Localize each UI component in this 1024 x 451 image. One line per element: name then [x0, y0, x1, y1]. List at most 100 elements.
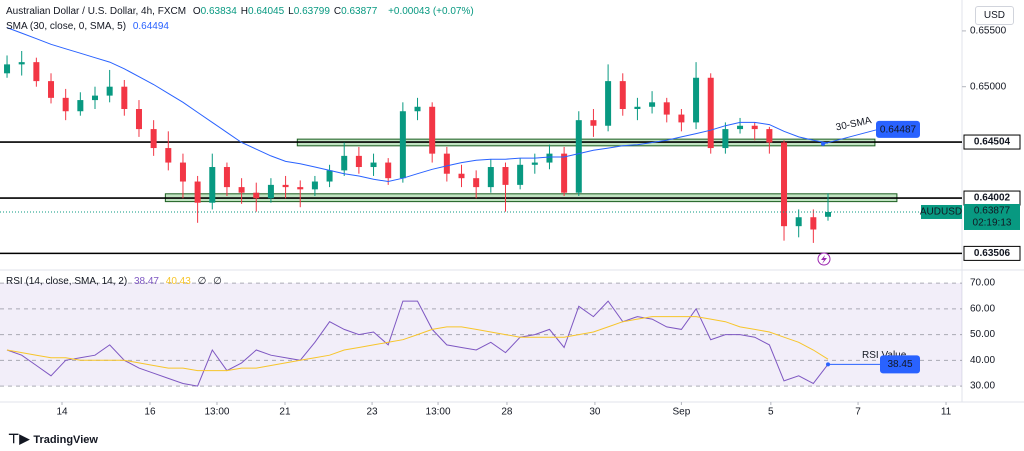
candle-body	[62, 97, 69, 112]
symbol-label-box	[921, 204, 962, 219]
candle-body	[693, 77, 700, 123]
ohlc-values: O0.63834 H0.64045 L0.63799 C0.63877	[193, 6, 381, 17]
price-label: 0.63877	[974, 206, 1011, 217]
y-tick-label: 0.65000	[970, 81, 1007, 92]
annotation-value: 38.45	[887, 359, 912, 370]
candle-body	[517, 164, 524, 185]
x-tick-label: 16	[144, 407, 156, 418]
candle-body	[399, 111, 406, 179]
sma-line	[6, 27, 829, 183]
ohlc-value: 0.63834	[200, 6, 237, 17]
symbol-title: Australian Dollar / U.S. Dollar, 4h, FXC…	[6, 6, 187, 17]
candle-body	[795, 217, 802, 227]
candle-body	[663, 102, 670, 115]
ohlc-value: 0.64045	[248, 6, 285, 17]
y-tick-label: 40.00	[970, 355, 995, 366]
candle-body	[605, 81, 612, 126]
x-tick-label: 23	[367, 407, 379, 418]
candle-body	[414, 106, 421, 112]
candle-body	[722, 129, 729, 149]
price-label-box	[964, 203, 1020, 230]
candle-body	[238, 187, 245, 193]
ohlc-value: 0.63877	[341, 6, 378, 17]
candle-body	[341, 155, 348, 171]
y-tick-label: 50.00	[970, 329, 995, 340]
candle-body	[531, 162, 538, 165]
currency-button[interactable]: USD	[974, 6, 1014, 25]
sma-legend: SMA (30, close, 0, SMA, 5) 0.64494	[6, 21, 173, 32]
candle-body	[385, 162, 392, 179]
ohlc-key: O	[192, 6, 201, 17]
candle-body	[150, 129, 157, 149]
candle-body	[707, 77, 714, 149]
candle-body	[4, 64, 11, 74]
x-tick-label: 14	[56, 407, 68, 418]
candle-body	[458, 173, 465, 179]
rsi-title: RSI (14, close, SMA, 14, 2)	[6, 276, 128, 287]
ohlc-key: H	[240, 6, 249, 17]
candle-body	[194, 181, 201, 203]
candle-body	[267, 184, 274, 199]
candle-body	[77, 100, 84, 112]
x-tick-label: 7	[855, 407, 861, 418]
candle-body	[33, 62, 40, 82]
level-label: 0.64504	[974, 137, 1011, 148]
annotation-box	[876, 120, 920, 138]
annotation-arrow	[822, 129, 877, 145]
candle-body	[443, 153, 450, 174]
y-tick-label: 60.00	[970, 303, 995, 314]
price-change: +0.00043 (+0.07%)	[388, 6, 474, 17]
candle-body	[575, 120, 582, 193]
candle-body	[429, 106, 436, 154]
x-tick-label: 30	[589, 407, 601, 418]
candle-body	[781, 142, 788, 227]
candle-body	[209, 167, 216, 203]
candle-body	[810, 217, 817, 230]
annotation-text: 30-SMA	[835, 115, 873, 133]
candle-body	[106, 86, 113, 96]
x-tick-label: 13:00	[426, 407, 451, 418]
brand-logo: ⊤▶ TradingView	[8, 431, 98, 446]
candle-body	[223, 167, 230, 188]
candle-body	[326, 170, 333, 182]
candle-body	[634, 106, 641, 110]
candle-body	[297, 187, 304, 190]
candle-body	[282, 184, 289, 188]
x-tick-label: Sep	[673, 407, 691, 418]
ohlc-key: L	[288, 6, 294, 17]
candle-body	[165, 148, 172, 163]
event-icon-bolt	[821, 255, 827, 264]
candle-body	[253, 192, 260, 199]
candle-body	[311, 181, 318, 190]
candle-body	[91, 95, 98, 101]
candle-body	[737, 125, 744, 130]
x-tick-label: 21	[279, 407, 291, 418]
candle-body	[649, 102, 656, 107]
level-label: 0.64002	[974, 193, 1011, 204]
annotation-value: 0.64487	[880, 125, 917, 136]
rsi-line	[6, 316, 829, 372]
rsi-ma-value: 40.43	[165, 276, 191, 287]
sma-title: SMA (30, close, 0, SMA, 5)	[6, 21, 127, 32]
ohlc-value: 0.63799	[293, 6, 330, 17]
rsi-legend: RSI (14, close, SMA, 14, 2) 38.47 40.43 …	[6, 276, 226, 287]
symbol-label: AUDUSD	[920, 207, 962, 218]
candle-body	[487, 167, 494, 188]
annotation-dot	[821, 141, 825, 146]
na-value: ∅	[213, 276, 222, 287]
na-value: ∅	[197, 276, 207, 287]
candle-body	[546, 153, 553, 163]
countdown-label: 02:19:13	[973, 218, 1012, 229]
x-tick-label: 11	[941, 407, 952, 418]
candle-body	[355, 155, 362, 168]
candle-body	[18, 62, 25, 65]
candle-body	[473, 178, 480, 188]
level-label: 0.63506	[974, 248, 1011, 259]
candle-body	[135, 109, 142, 130]
candle-body	[48, 81, 55, 98]
candle-body	[502, 167, 509, 185]
y-tick-label: 70.00	[970, 278, 995, 289]
x-tick-label: 5	[768, 407, 774, 418]
